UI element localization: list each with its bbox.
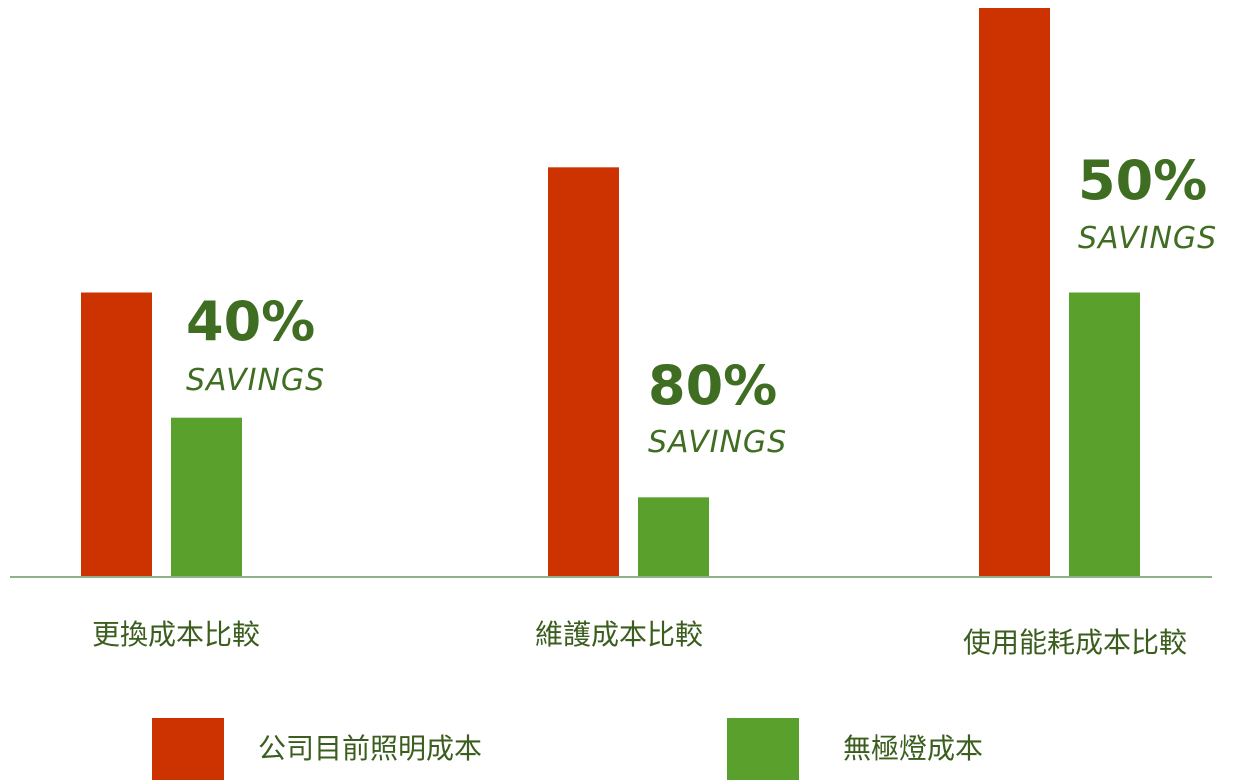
x-tick-label: 維護成本比較 — [535, 618, 703, 651]
bar — [638, 497, 709, 577]
legend-swatch — [727, 718, 799, 780]
savings-label: SAVINGS — [1078, 221, 1217, 256]
savings-label: SAVINGS — [186, 363, 325, 398]
legend-label: 無極燈成本 — [843, 732, 983, 765]
savings-percent: 40% — [186, 290, 315, 353]
bar — [81, 292, 152, 577]
savings-percent: 80% — [648, 354, 777, 417]
savings-percent: 50% — [1078, 149, 1207, 212]
bar — [979, 8, 1050, 577]
bar — [171, 417, 242, 577]
x-tick-label: 使用能耗成本比較 — [963, 626, 1187, 659]
x-tick-label: 更換成本比較 — [92, 618, 260, 651]
bar — [1069, 292, 1140, 577]
legend-label: 公司目前照明成本 — [258, 732, 482, 765]
savings-label: SAVINGS — [648, 425, 787, 460]
bar — [548, 167, 619, 577]
legend-swatch — [152, 718, 224, 780]
